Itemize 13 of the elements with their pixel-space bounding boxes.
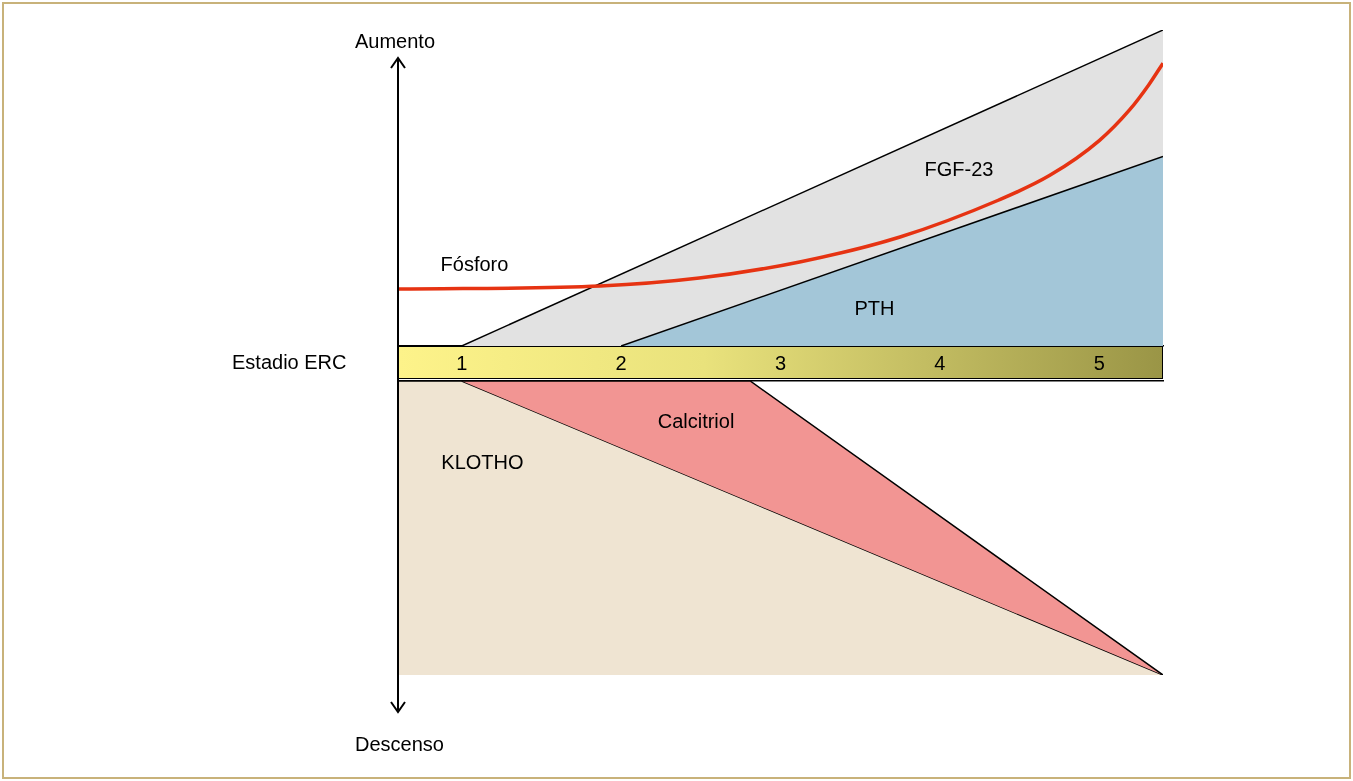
series-label: KLOTHO bbox=[441, 450, 524, 473]
x-tick-label: 1 bbox=[456, 351, 468, 374]
y-axis-title: Descenso bbox=[355, 733, 444, 756]
series-label: PTH bbox=[854, 297, 895, 320]
series-label: Fósforo bbox=[440, 252, 509, 275]
x-axis-title: Estadio ERC bbox=[232, 351, 347, 374]
x-tick-label: 5 bbox=[1093, 351, 1105, 374]
y-axis-title: Aumento bbox=[355, 30, 436, 53]
series-label: Calcitriol bbox=[657, 409, 735, 432]
x-tick-label: 4 bbox=[934, 351, 946, 374]
x-tick-label: 2 bbox=[615, 351, 627, 374]
x-tick-label: 3 bbox=[774, 351, 787, 374]
series-label: FGF-23 bbox=[924, 157, 994, 180]
